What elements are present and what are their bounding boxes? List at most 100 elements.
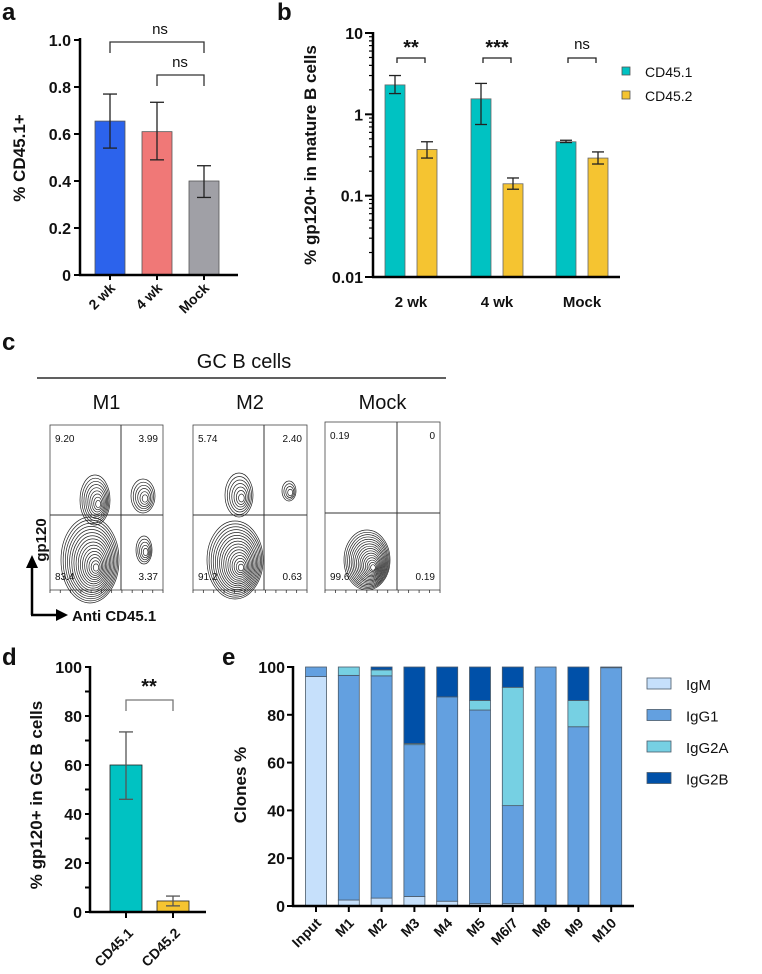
contour bbox=[366, 559, 378, 574]
flow-plot-title: M1 bbox=[93, 392, 121, 414]
contour bbox=[235, 560, 246, 574]
flow-x-label: Anti CD45.1 bbox=[72, 608, 156, 625]
y-tick-label: 0.1 bbox=[341, 189, 363, 206]
bar-segment-igg1 bbox=[305, 666, 327, 677]
quadrant-percent-lr: 3.37 bbox=[139, 572, 159, 583]
significance-bracket bbox=[109, 41, 205, 53]
contour bbox=[221, 540, 255, 587]
quadrant-percent-ur: 2.40 bbox=[283, 434, 303, 445]
legend-label: IgG2A bbox=[686, 740, 729, 757]
quadrant-percent-ll: 91.2 bbox=[198, 572, 218, 583]
x-tick-label: M9 bbox=[561, 915, 586, 940]
contour bbox=[90, 560, 101, 574]
bar-segment-igg2b bbox=[501, 666, 524, 688]
contour bbox=[283, 483, 296, 500]
bar-cd45-2 bbox=[587, 157, 609, 278]
flow-plot-title: M2 bbox=[236, 392, 264, 414]
contour bbox=[212, 529, 260, 594]
contour bbox=[229, 552, 250, 579]
y-tick-label: 0.6 bbox=[49, 127, 71, 144]
contour bbox=[370, 564, 376, 571]
y-tick-label: 100 bbox=[258, 660, 285, 677]
bar-segment-igg2b bbox=[436, 666, 459, 698]
y-tick-label: 1.0 bbox=[49, 33, 71, 50]
y-tick-label: 60 bbox=[64, 758, 82, 775]
y-tick-label: 10 bbox=[345, 26, 363, 43]
bar-segment-igg2b bbox=[600, 666, 623, 669]
contour bbox=[233, 486, 248, 508]
contour bbox=[71, 532, 113, 593]
x-tick-label: M5 bbox=[463, 915, 488, 940]
contour bbox=[231, 483, 249, 510]
panel-label-b: b bbox=[277, 0, 292, 26]
bar-segment-igg1 bbox=[534, 666, 557, 907]
contour bbox=[130, 478, 156, 514]
quadrant-percent-ur: 3.99 bbox=[139, 434, 159, 445]
contour bbox=[208, 523, 263, 598]
y-tick-label: 80 bbox=[267, 708, 285, 725]
contour bbox=[359, 550, 382, 579]
quadrant-percent-ul: 0.19 bbox=[330, 431, 350, 442]
significance-label: ns bbox=[172, 54, 188, 71]
contour bbox=[81, 477, 110, 524]
legend-label: CD45.1 bbox=[645, 64, 693, 80]
bar-segment-igg1 bbox=[567, 726, 590, 907]
contour bbox=[356, 545, 384, 582]
contour bbox=[287, 488, 294, 497]
contour bbox=[210, 526, 261, 596]
y-axis-label: % gp120+ in GC B cells bbox=[27, 701, 46, 890]
contour bbox=[79, 474, 111, 526]
y-tick-label: 20 bbox=[267, 851, 285, 868]
bar-segment-igg2a bbox=[337, 666, 360, 676]
bar-segment-igg1 bbox=[370, 675, 393, 899]
contour bbox=[79, 544, 108, 585]
contour bbox=[85, 484, 107, 519]
y-tick-label: 80 bbox=[64, 709, 82, 726]
y-axis-label: % gp120+ in mature B cells bbox=[301, 45, 320, 265]
contour bbox=[215, 532, 259, 592]
bar-cd45-1 bbox=[470, 98, 492, 278]
significance-label: *** bbox=[485, 37, 509, 59]
x-tick-label: 4 wk bbox=[132, 280, 165, 313]
bar-segment-igg2a bbox=[370, 669, 393, 677]
contour bbox=[368, 562, 377, 572]
chart-b: 2 wk 4 wk Mock 0.01 0.1 1 10 % gp120+ in mature… bbox=[301, 26, 693, 311]
legend-label: IgM bbox=[686, 677, 711, 694]
x-arrow-head bbox=[56, 609, 68, 621]
legend-swatch bbox=[646, 740, 672, 753]
y-tick-label: 0.4 bbox=[49, 174, 71, 191]
flow-plot-mock: Mock 0.19 0 99.6 0.19 bbox=[324, 392, 441, 593]
contour bbox=[348, 536, 388, 587]
contour bbox=[219, 537, 256, 589]
y-tick-label: 0 bbox=[73, 905, 82, 922]
contour bbox=[217, 535, 257, 590]
contour bbox=[84, 551, 105, 580]
legend-label: IgG1 bbox=[686, 709, 719, 726]
legend-label: IgG2B bbox=[686, 772, 729, 789]
contour bbox=[135, 484, 153, 510]
contour bbox=[363, 555, 380, 576]
x-tick-label: CD45.1 bbox=[91, 925, 136, 970]
bar-segment-igg1 bbox=[600, 667, 623, 907]
bar-segment-igm bbox=[403, 896, 426, 907]
contour bbox=[73, 535, 112, 591]
contour bbox=[361, 552, 381, 578]
contour bbox=[354, 543, 385, 583]
x-tick-label: 4 wk bbox=[481, 294, 514, 311]
significance-label: ns bbox=[574, 36, 590, 53]
x-tick-label: Input bbox=[289, 915, 325, 951]
contour bbox=[238, 493, 245, 503]
bar-segment-igg2a bbox=[469, 700, 491, 711]
contour bbox=[137, 538, 152, 563]
contour bbox=[227, 549, 251, 581]
significance-bracket bbox=[156, 74, 205, 86]
flow-plot-m1: M1 9.20 3.99 83.4 3.37 bbox=[49, 392, 164, 604]
quadrant-percent-lr: 0.19 bbox=[416, 572, 436, 583]
quadrant-percent-ll: 83.4 bbox=[55, 572, 75, 583]
bar-segment-igg2a bbox=[501, 686, 524, 807]
y-tick-label: 40 bbox=[64, 807, 82, 824]
contour bbox=[357, 548, 383, 580]
contour bbox=[67, 526, 116, 597]
contour bbox=[345, 531, 390, 590]
